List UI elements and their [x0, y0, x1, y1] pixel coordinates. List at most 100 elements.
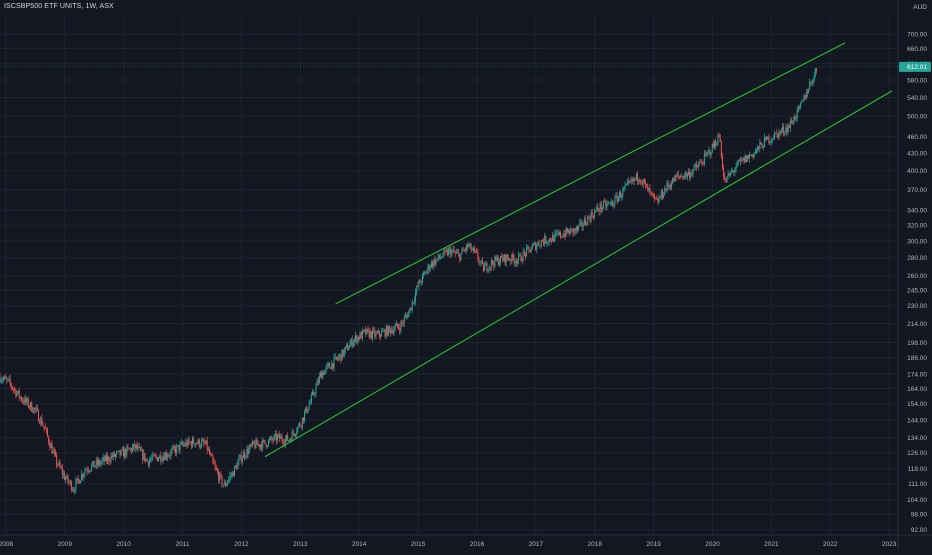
candle-body [258, 444, 260, 448]
candle-body [211, 454, 213, 456]
candle-body [660, 190, 662, 198]
candle-body [769, 142, 771, 144]
candle-body [273, 435, 275, 441]
candle-body [611, 202, 613, 204]
candle-body [173, 446, 175, 449]
candle-body [533, 243, 535, 245]
candle-body [19, 397, 21, 398]
candle-body [577, 226, 579, 230]
candle-body [329, 363, 331, 368]
candle-body [129, 448, 131, 450]
x-tick-label: 2014 [352, 541, 367, 548]
candle-body [110, 455, 112, 462]
candle-body [322, 372, 324, 379]
candle-body [757, 146, 759, 150]
candle-body [325, 366, 327, 370]
candle-body [418, 280, 420, 287]
candle-body [369, 331, 371, 338]
candle-body [379, 335, 381, 337]
candle-body [510, 259, 512, 262]
x-tick-label: 2016 [470, 541, 485, 548]
candle-body [442, 256, 444, 258]
candle-body [727, 173, 729, 177]
candle-body [750, 154, 752, 156]
candle-body [368, 329, 370, 338]
candle-body [177, 445, 179, 446]
candle-body [25, 397, 27, 403]
candle-body [803, 95, 805, 101]
candle-body [627, 181, 629, 183]
candle-body [486, 263, 488, 271]
candle-body [416, 286, 418, 293]
candle-body [295, 434, 297, 436]
candle-body [690, 173, 692, 178]
x-tick-label: 2017 [529, 541, 544, 548]
candle-body [444, 250, 446, 251]
candle-body [238, 458, 240, 463]
candle-body [784, 132, 786, 134]
candle-body [306, 407, 308, 413]
candle-body [387, 326, 389, 336]
candle-body [111, 455, 113, 458]
candle-body [580, 221, 582, 223]
candle-body [724, 176, 726, 181]
candle-body [788, 125, 790, 128]
candle-body [43, 426, 45, 428]
candle-body [212, 455, 214, 462]
candle-body [554, 233, 556, 242]
candle-body [649, 188, 651, 192]
y-tick-label: 500.00 [907, 114, 927, 121]
candle-body [223, 482, 225, 486]
candle-body [334, 356, 336, 358]
candle-body [497, 257, 499, 265]
candle-body [44, 427, 46, 430]
candle-body [710, 152, 712, 156]
candle-body [138, 446, 140, 448]
candle-body [88, 470, 90, 472]
y-tick-label: 230.00 [907, 303, 927, 310]
candle-body [485, 263, 487, 266]
candle-body [793, 116, 795, 124]
candle-body [648, 188, 650, 192]
candle-body [353, 339, 355, 343]
candle-body [624, 185, 626, 189]
candle-body [253, 441, 255, 444]
candle-body [545, 236, 547, 244]
candle-body [780, 130, 782, 133]
candle-body [317, 380, 319, 383]
candle-body [107, 456, 109, 462]
candle-body [267, 440, 269, 447]
candle-body [32, 411, 34, 413]
candle-body [150, 459, 152, 461]
candle-body [165, 453, 167, 458]
candle-body [519, 254, 521, 256]
x-tick-label: 2021 [764, 541, 779, 548]
candle-body [24, 397, 26, 403]
y-tick-label: 540.00 [907, 95, 927, 102]
candle-body [597, 207, 599, 211]
candle-body [360, 332, 362, 339]
candle-body [215, 467, 217, 470]
candle-body [796, 108, 798, 118]
candle-body [726, 176, 728, 183]
candle-body [546, 242, 548, 244]
channel-layer[interactable] [264, 42, 893, 458]
candle-body [133, 444, 135, 448]
candle-body [393, 329, 395, 334]
candle-body [383, 330, 385, 332]
candle-body [488, 266, 490, 271]
candle-body [704, 153, 706, 155]
candle-body [781, 126, 783, 131]
candle-body [206, 440, 208, 451]
x-tick-label: 2012 [234, 541, 249, 548]
candle-body [536, 245, 538, 250]
candle-body [195, 443, 197, 446]
candle-body [642, 179, 644, 184]
candle-body [549, 238, 551, 241]
candle-body [479, 261, 481, 263]
candle-body [263, 439, 265, 441]
candle-body [344, 346, 346, 350]
